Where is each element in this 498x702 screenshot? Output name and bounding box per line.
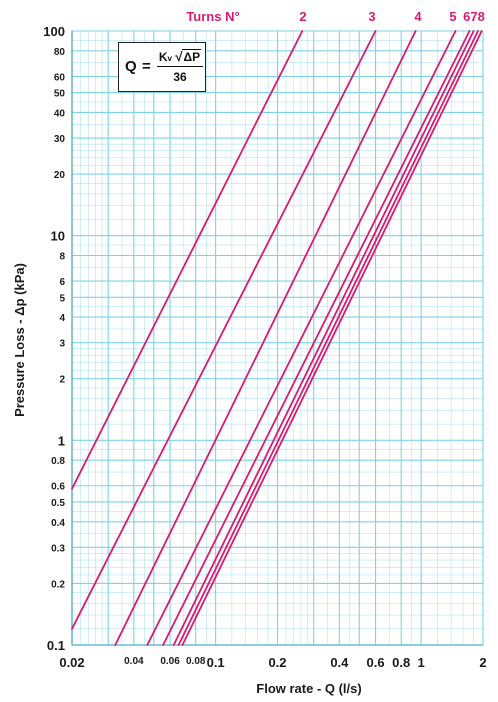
y-tick-label: 0.2	[51, 579, 65, 590]
y-tick-label: 2	[59, 375, 65, 386]
formula-kv-subscript: v	[167, 54, 172, 63]
x-tick-label: 0.04	[124, 656, 144, 667]
formula-lhs: Q	[125, 58, 137, 75]
formula-box: Q = Kv √ΔP 36	[118, 42, 206, 92]
chart-legend: Turns N° 2 3 4 5 678	[186, 9, 485, 24]
formula-delta-p: ΔP	[182, 49, 202, 64]
y-tick-label: 1	[58, 433, 65, 448]
x-tick-label: 0.02	[59, 655, 84, 670]
y-tick-label: 0.5	[51, 498, 65, 509]
x-axis-label: Flow rate - Q (l/s)	[256, 681, 361, 696]
x-tick-label: 0.4	[330, 655, 349, 670]
y-tick-label: 0.4	[51, 518, 65, 529]
y-axis-label: Pressure Loss - Δp (kPa)	[12, 263, 27, 417]
y-tick-label: 0.6	[51, 482, 65, 493]
chart-grid	[71, 30, 484, 646]
x-tick-label: 0.8	[392, 655, 410, 670]
series-line-3	[114, 30, 417, 646]
formula-equals: =	[142, 58, 151, 75]
chart-series	[71, 30, 483, 646]
y-tick-label: 4	[59, 313, 65, 324]
y-tick-label: 10	[51, 229, 65, 244]
y-tick-label: 5	[59, 293, 65, 304]
formula-kv: K	[158, 50, 168, 64]
x-tick-label: 0.1	[207, 655, 225, 670]
turns-label: 3	[368, 9, 375, 24]
series-line-7	[177, 30, 479, 646]
x-tick-label: 0.08	[186, 656, 206, 667]
y-tick-label: 3	[59, 339, 65, 350]
turns-label: 2	[299, 9, 306, 24]
y-tick-label: 0.1	[47, 638, 65, 653]
x-tick-label: 0.06	[160, 656, 180, 667]
y-tick-label: 80	[54, 47, 66, 58]
y-tick-label: 0.8	[51, 456, 65, 467]
square-root-icon: √	[175, 49, 183, 64]
formula-denominator: 36	[173, 70, 187, 84]
y-tick-label: 60	[54, 72, 66, 83]
series-line-6	[172, 30, 475, 646]
y-tick-label: 20	[54, 170, 66, 181]
turns-label: 4	[414, 9, 422, 24]
y-tick-label: 50	[54, 89, 66, 100]
turns-label: 678	[463, 9, 485, 24]
series-line-8	[181, 30, 483, 646]
series-line-1	[71, 30, 304, 490]
y-tick-label: 0.3	[51, 543, 65, 554]
y-tick-label: 6	[59, 277, 65, 288]
series-line-5	[162, 30, 471, 646]
y-tick-label: 30	[54, 134, 66, 145]
y-tick-label: 100	[43, 24, 65, 39]
x-tick-label: 0.2	[268, 655, 286, 670]
formula-numerator: Kv √ΔP	[157, 49, 203, 64]
turns-label: 5	[449, 9, 456, 24]
turns-legend-title: Turns N°	[186, 9, 239, 24]
x-tick-label: 0.6	[367, 655, 385, 670]
x-tick-label: 1	[418, 655, 425, 670]
chart-tick-labels: 0.02 0.04 0.06 0.08 0.1 0.2 0.4 0.6 0.8 1 20.10.20…	[43, 24, 486, 670]
series-line-4	[146, 30, 457, 646]
x-tick-label: 2	[479, 655, 486, 670]
fraction-bar	[157, 66, 203, 67]
y-tick-label: 40	[54, 108, 66, 119]
y-tick-label: 8	[59, 252, 65, 263]
series-line-2	[71, 30, 377, 630]
